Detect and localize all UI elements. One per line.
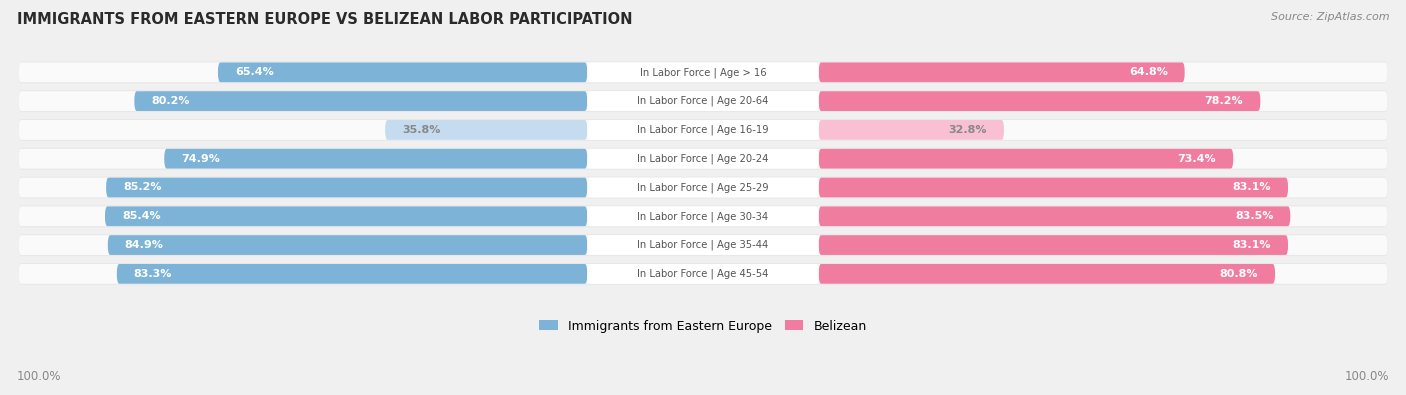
Text: 83.3%: 83.3% [134,269,172,279]
FancyBboxPatch shape [18,205,1388,227]
FancyBboxPatch shape [818,178,1288,198]
Text: 35.8%: 35.8% [402,125,440,135]
FancyBboxPatch shape [818,235,1288,255]
FancyBboxPatch shape [18,235,1388,255]
FancyBboxPatch shape [105,207,588,226]
Text: 65.4%: 65.4% [235,67,274,77]
Text: Source: ZipAtlas.com: Source: ZipAtlas.com [1271,12,1389,22]
FancyBboxPatch shape [18,177,1388,198]
Text: In Labor Force | Age 30-34: In Labor Force | Age 30-34 [637,211,769,222]
Text: 83.1%: 83.1% [1233,182,1271,192]
FancyBboxPatch shape [588,264,818,284]
Text: 84.9%: 84.9% [125,240,163,250]
FancyBboxPatch shape [588,91,818,111]
FancyBboxPatch shape [165,149,588,169]
FancyBboxPatch shape [818,62,1185,82]
Text: 74.9%: 74.9% [181,154,221,164]
Text: 100.0%: 100.0% [1344,370,1389,383]
FancyBboxPatch shape [18,207,1388,226]
Text: 80.2%: 80.2% [152,96,190,106]
FancyBboxPatch shape [18,61,1388,83]
Text: In Labor Force | Age > 16: In Labor Force | Age > 16 [640,67,766,77]
FancyBboxPatch shape [18,234,1388,256]
Text: 83.5%: 83.5% [1234,211,1274,221]
FancyBboxPatch shape [18,264,1388,284]
FancyBboxPatch shape [588,120,818,140]
FancyBboxPatch shape [588,62,818,82]
FancyBboxPatch shape [18,148,1388,170]
FancyBboxPatch shape [385,120,588,140]
Text: 78.2%: 78.2% [1205,96,1243,106]
Text: In Labor Force | Age 45-54: In Labor Force | Age 45-54 [637,269,769,279]
FancyBboxPatch shape [588,178,818,198]
FancyBboxPatch shape [588,207,818,226]
FancyBboxPatch shape [588,149,818,169]
FancyBboxPatch shape [588,235,818,255]
Text: 85.4%: 85.4% [122,211,160,221]
FancyBboxPatch shape [117,264,588,284]
FancyBboxPatch shape [18,62,1388,82]
FancyBboxPatch shape [818,149,1233,169]
Text: 83.1%: 83.1% [1233,240,1271,250]
Text: 32.8%: 32.8% [949,125,987,135]
FancyBboxPatch shape [818,120,1004,140]
Text: 85.2%: 85.2% [124,182,162,192]
FancyBboxPatch shape [18,91,1388,111]
Text: In Labor Force | Age 35-44: In Labor Force | Age 35-44 [637,240,769,250]
FancyBboxPatch shape [818,91,1260,111]
FancyBboxPatch shape [18,90,1388,112]
Text: 100.0%: 100.0% [17,370,62,383]
FancyBboxPatch shape [105,178,588,198]
Text: In Labor Force | Age 20-64: In Labor Force | Age 20-64 [637,96,769,106]
Text: 64.8%: 64.8% [1129,67,1167,77]
FancyBboxPatch shape [18,120,1388,140]
FancyBboxPatch shape [18,149,1388,169]
FancyBboxPatch shape [818,207,1291,226]
FancyBboxPatch shape [18,178,1388,198]
FancyBboxPatch shape [18,263,1388,285]
Text: IMMIGRANTS FROM EASTERN EUROPE VS BELIZEAN LABOR PARTICIPATION: IMMIGRANTS FROM EASTERN EUROPE VS BELIZE… [17,12,633,27]
Text: 73.4%: 73.4% [1178,154,1216,164]
Legend: Immigrants from Eastern Europe, Belizean: Immigrants from Eastern Europe, Belizean [534,315,872,338]
FancyBboxPatch shape [818,264,1275,284]
Text: In Labor Force | Age 16-19: In Labor Force | Age 16-19 [637,125,769,135]
Text: 80.8%: 80.8% [1219,269,1258,279]
FancyBboxPatch shape [108,235,588,255]
FancyBboxPatch shape [135,91,588,111]
FancyBboxPatch shape [18,119,1388,141]
Text: In Labor Force | Age 20-24: In Labor Force | Age 20-24 [637,153,769,164]
FancyBboxPatch shape [218,62,588,82]
Text: In Labor Force | Age 25-29: In Labor Force | Age 25-29 [637,182,769,193]
